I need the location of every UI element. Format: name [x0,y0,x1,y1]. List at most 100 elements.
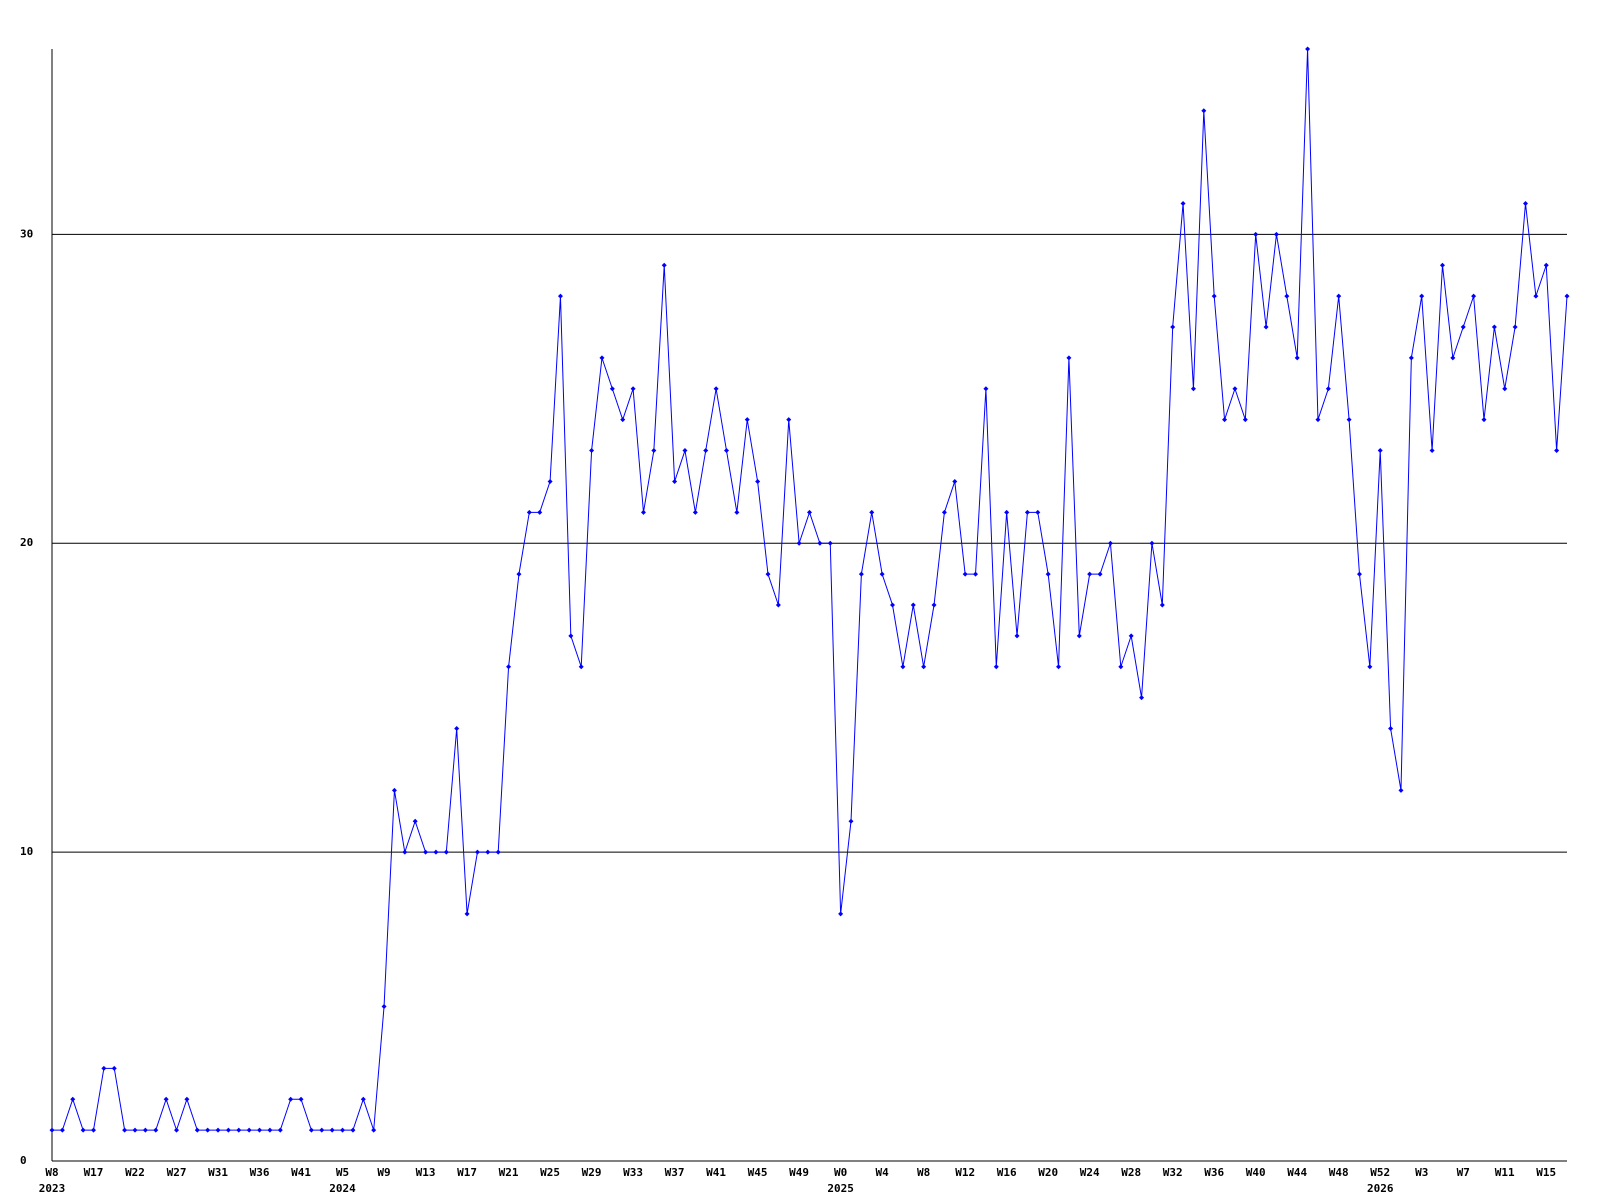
data-point [59,1127,65,1133]
data-point [49,1127,55,1133]
y-tick-label: 0 [20,1154,27,1167]
data-point [111,1065,117,1071]
data-point [1543,262,1549,268]
data-point [1107,540,1113,546]
data-point [1502,386,1508,392]
data-point [225,1127,231,1133]
data-point [1481,417,1487,423]
data-point [1263,324,1269,330]
data-point [474,849,480,855]
data-point [1367,664,1373,670]
data-point [858,571,864,577]
data-point [1398,787,1404,793]
data-point [257,1127,263,1133]
data-point [537,509,543,515]
x-tick-label: W27 [167,1166,187,1179]
data-point [1128,633,1134,639]
data-point [672,478,678,484]
x-tick-label: W16 [997,1166,1017,1179]
data-point [557,293,563,299]
data-point [443,849,449,855]
data-point [807,509,812,515]
data-point [1294,355,1300,361]
x-tick-label: W49 [789,1166,809,1179]
data-point [163,1096,169,1102]
data-point [516,571,522,577]
x-tick-label: W5 [336,1166,349,1179]
data-point [526,509,532,515]
data-point [640,509,646,515]
data-point [1097,571,1103,577]
data-point [775,602,781,608]
data-point [1346,417,1352,423]
x-tick-label: W24 [1080,1166,1100,1179]
x-tick-label: W17 [84,1166,104,1179]
x-tick-label: W37 [665,1166,685,1179]
data-point [589,448,595,454]
data-point [734,509,740,515]
data-point [796,540,802,546]
x-tick-label: W40 [1246,1166,1266,1179]
data-point [381,1004,387,1010]
x-tick-label: W4 [876,1166,890,1179]
data-point [630,386,636,392]
data-point [298,1096,304,1102]
data-point [433,849,439,855]
data-point [184,1096,190,1102]
data-point [80,1127,86,1133]
data-point [194,1127,200,1133]
data-point [547,478,553,484]
data-point [360,1096,366,1102]
data-point [1336,293,1342,299]
data-point [506,664,512,670]
x-tick-label: W12 [955,1166,975,1179]
data-point [910,602,916,608]
data-point [568,633,574,639]
data-point [817,540,823,546]
data-point [1284,293,1290,299]
data-point [713,386,719,392]
data-point [962,571,968,577]
data-point [1408,355,1414,361]
data-point [267,1127,273,1133]
data-point [723,448,729,454]
data-point [1004,509,1010,515]
x-tick-label: W22 [125,1166,145,1179]
data-point [1564,293,1570,299]
data-point [993,664,999,670]
data-point [1087,571,1093,577]
x-tick-label: W28 [1121,1166,1141,1179]
x-tick-label: W41 [706,1166,726,1179]
data-point [1045,571,1051,577]
data-point [1388,726,1394,732]
data-point [921,664,927,670]
year-label: 2025 [827,1182,854,1195]
data-point [609,386,615,392]
data-point [1450,355,1456,361]
data-line [52,48,1568,1132]
x-tick-label: W15 [1536,1166,1556,1179]
data-point [661,262,667,268]
data-point [786,417,792,423]
data-point [682,448,688,454]
data-point [495,849,501,855]
data-point [371,1127,377,1133]
x-tick-label: W11 [1495,1166,1515,1179]
data-point [1315,417,1321,423]
year-label: 2024 [329,1182,356,1195]
data-point [703,448,709,454]
x-tick-label: W3 [1415,1166,1428,1179]
x-tick-label: W36 [250,1166,270,1179]
data-point [1014,633,1020,639]
y-tick-label: 20 [20,536,33,549]
data-point [246,1127,252,1133]
data-point [1512,324,1518,330]
data-point [599,355,605,361]
data-point [1118,664,1124,670]
data-point [340,1127,346,1133]
x-tick-label: W48 [1329,1166,1349,1179]
data-point [1149,540,1155,546]
x-tick-label: W45 [748,1166,768,1179]
data-point [101,1065,107,1071]
